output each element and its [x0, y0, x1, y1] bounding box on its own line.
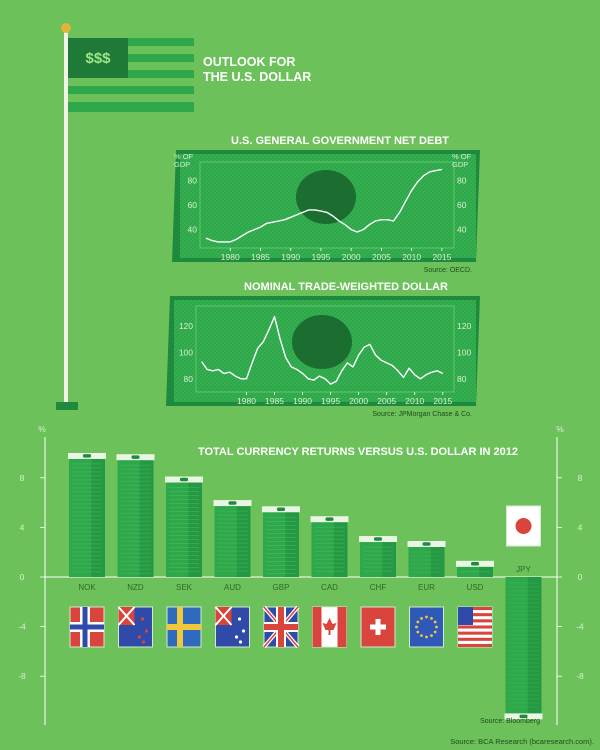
bar-gbp: [262, 506, 300, 577]
bar-category-label-eur: EUR: [418, 583, 435, 592]
bar-y-unit-right: %: [556, 424, 564, 434]
dollar-index-chart-x-tick-label: 2000: [349, 396, 368, 406]
dollar-index-chart-series-line: [201, 315, 444, 385]
switzerland-flag: [360, 606, 396, 648]
debt-chart-title: U.S. GENERAL GOVERNMENT NET DEBT: [231, 135, 449, 147]
page-title-line2: THE U.S. DOLLAR: [203, 70, 311, 84]
bar-y-tick-label-left: 8: [20, 473, 25, 483]
dollar-index-source: Source: JPMorgan Chase & Co.: [372, 411, 472, 418]
bar-y-tick-label-right: 0: [578, 572, 583, 582]
debt-chart-y-tick-label-right: 40: [457, 225, 467, 235]
debt-chart-y-tick-label-left: 40: [188, 225, 198, 235]
dollar-index-chart-y-tick-label-left: 100: [179, 347, 193, 357]
bar-nok: [68, 452, 106, 577]
bar-category-label-nzd: NZD: [127, 583, 144, 592]
bar-cad: [310, 516, 349, 577]
debt-chart-y-tick-label-right: 80: [457, 175, 467, 185]
dollar-index-chart-x-tick-label: 1985: [265, 396, 284, 406]
dollar-index-chart-x-tick-label: 2005: [377, 396, 396, 406]
bar-category-label-gbp: GBP: [273, 583, 290, 592]
flag-dollar-text: $$$: [85, 50, 111, 67]
dollar-index-chart-x-tick-label: 1995: [321, 396, 340, 406]
bar-nzd: [116, 454, 155, 577]
uk-flag: [262, 605, 300, 649]
bar-y-tick-label-right: -4: [576, 622, 584, 632]
debt-y-unit-left-bottom: GDP: [174, 160, 190, 169]
debt-chart-y-tick-label-left: 80: [188, 175, 198, 185]
debt-chart-x-tick-label: 1990: [281, 252, 300, 262]
bar-y-tick-label-right: 4: [578, 522, 583, 532]
bar-category-label-jpy: JPY: [516, 565, 531, 574]
currency-returns-source: Source: Bloomberg: [480, 718, 540, 725]
debt-chart-x-tick-label: 2005: [372, 252, 391, 262]
dollar-index-chart-y-tick-label-left: 120: [179, 321, 193, 331]
dollar-index-chart-y-tick-label-right: 100: [457, 347, 471, 357]
dollar-index-chart: NOMINAL TRADE-WEIGHTED DOLLAR 1980 1985 19…: [166, 281, 480, 418]
debt-chart-x-tick-label: 2000: [342, 252, 361, 262]
currency-returns-title: TOTAL CURRENCY RETURNS VERSUS U.S. DOLLA…: [198, 446, 518, 458]
currency-returns-chart: % % TOTAL CURRENCY RETURNS VERSUS U.S. D…: [18, 424, 584, 725]
footer-source: Source: BCA Research (bcaresearch.com).: [450, 737, 594, 746]
debt-chart-x-tick-label: 2015: [432, 252, 451, 262]
debt-chart-x-tick-label: 1995: [311, 252, 330, 262]
dollar-index-chart-y-tick-label-right: 80: [457, 374, 467, 384]
bar-y-tick-label-left: 4: [20, 522, 25, 532]
debt-chart: U.S. GENERAL GOVERNMENT NET DEBT 1980 198…: [172, 135, 480, 274]
bar-category-label-aud: AUD: [224, 583, 241, 592]
bar-jpy: [504, 577, 543, 720]
dollar-index-chart-y-tick-label-left: 80: [184, 374, 194, 384]
bar-y-unit-left: %: [38, 424, 46, 434]
dollar-index-chart-y-tick-label-right: 120: [457, 321, 471, 331]
bar-usd: [456, 560, 494, 577]
debt-y-unit-left-top: % OF: [174, 152, 194, 161]
sweden-flag: [166, 606, 202, 648]
debt-y-unit-right-bottom: GDP: [452, 160, 468, 169]
debt-chart-series-line: [205, 168, 443, 243]
bar-chf: [359, 536, 397, 577]
bar-y-tick-label-left: -8: [18, 671, 26, 681]
bar-y-tick-label-left: 0: [20, 572, 25, 582]
eu-flag: [409, 606, 444, 648]
bar-category-label-cad: CAD: [321, 583, 338, 592]
debt-chart-y-tick-label-left: 60: [188, 200, 198, 210]
norway-flag: [69, 606, 105, 648]
australia-flag: [214, 606, 250, 648]
bar-category-label-chf: CHF: [370, 583, 387, 592]
dollar-index-chart-x-tick-label: 2010: [405, 396, 424, 406]
usa-flag: [457, 606, 493, 648]
bar-y-tick-label-right: -8: [576, 671, 584, 681]
debt-chart-x-tick-label: 1985: [251, 252, 270, 262]
bar-y-tick-label-left: -4: [18, 622, 26, 632]
bar-aud: [213, 500, 252, 577]
page-title-line1: OUTLOOK FOR: [203, 55, 295, 69]
bar-sek: [165, 476, 203, 577]
bar-category-label-usd: USD: [467, 583, 484, 592]
dollar-index-chart-x-tick-label: 1990: [293, 396, 312, 406]
debt-chart-x-tick-label: 2010: [402, 252, 421, 262]
bar-eur: [407, 541, 446, 577]
dollar-index-title: NOMINAL TRADE-WEIGHTED DOLLAR: [244, 281, 448, 293]
canada-flag: [312, 606, 347, 648]
debt-chart-y-tick-label-right: 60: [457, 200, 467, 210]
flagpole: [56, 23, 78, 410]
dollar-index-chart-x-tick-label: 1980: [237, 396, 256, 406]
debt-y-unit-right-top: % OF: [452, 152, 472, 161]
debt-chart-source: Source: OECD.: [424, 267, 472, 274]
dollar-index-chart-x-tick-label: 2015: [433, 396, 452, 406]
japan-flag: [506, 505, 541, 547]
bar-category-label-nok: NOK: [78, 583, 96, 592]
money-emblem: [292, 315, 352, 369]
dollar-flag: $$$: [68, 38, 194, 112]
new-zealand-flag: [117, 606, 153, 648]
bar-y-tick-label-right: 8: [578, 473, 583, 483]
debt-chart-x-tick-label: 1980: [221, 252, 240, 262]
bar-category-label-sek: SEK: [176, 583, 193, 592]
money-emblem: [296, 170, 356, 224]
